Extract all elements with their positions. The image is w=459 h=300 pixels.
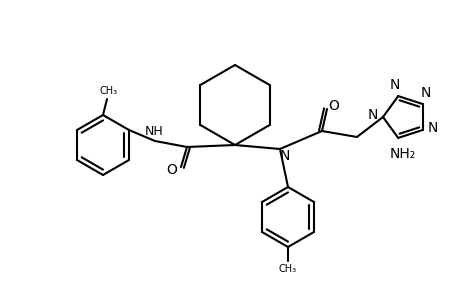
Text: CH₃: CH₃ bbox=[100, 86, 118, 96]
Text: N: N bbox=[279, 149, 290, 163]
Text: NH₂: NH₂ bbox=[389, 147, 415, 161]
Text: CH₃: CH₃ bbox=[278, 264, 297, 274]
Text: O: O bbox=[328, 99, 339, 113]
Text: N: N bbox=[427, 121, 437, 135]
Text: N: N bbox=[367, 108, 377, 122]
Text: O: O bbox=[166, 163, 177, 177]
Text: NH: NH bbox=[144, 124, 163, 137]
Text: N: N bbox=[389, 78, 399, 92]
Text: N: N bbox=[420, 86, 430, 100]
